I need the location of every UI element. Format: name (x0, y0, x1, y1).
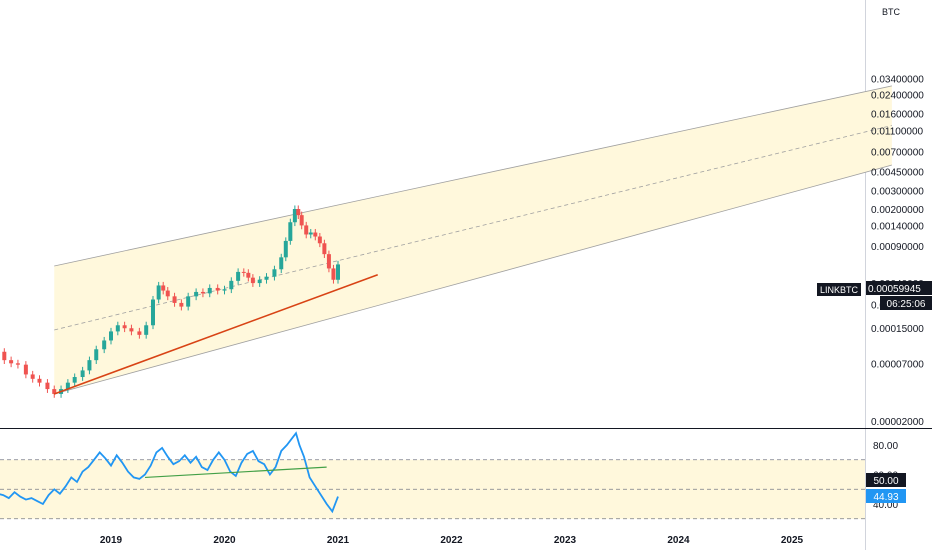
candle-body (161, 285, 166, 291)
time-tick-label: 2022 (440, 535, 463, 546)
rsi-value-label: 44.93 (866, 489, 906, 503)
price-tick-label: 0.03400000 (871, 75, 924, 86)
price-tick-label: 0.00015000 (871, 324, 924, 335)
candle-body (299, 215, 304, 226)
candle-body (115, 325, 120, 332)
candle-body (279, 257, 284, 270)
candle-body (215, 287, 220, 291)
candle-body (200, 291, 205, 294)
last-price-label: 0.00059945 (866, 281, 932, 295)
candle-body (109, 331, 113, 341)
rsi-band-fill (0, 459, 865, 519)
candle-body (94, 349, 99, 361)
time-tick-label: 2024 (667, 535, 690, 546)
candle-body (15, 363, 20, 365)
candle-body (30, 374, 35, 379)
time-tick-label: 2020 (213, 535, 236, 546)
candle-body (272, 269, 277, 277)
candle-body (102, 340, 107, 350)
candle-body (2, 351, 7, 361)
price-pane (2, 85, 892, 398)
svg-text:06:25:06: 06:25:06 (887, 299, 926, 310)
candle-body (194, 291, 199, 297)
candle-body (246, 272, 251, 278)
candle-body (144, 325, 149, 335)
price-tick-label: 0.00450000 (871, 168, 924, 179)
candle-body (37, 378, 42, 383)
candle-body (72, 377, 77, 383)
rsi-pane (0, 431, 865, 520)
svg-text:LINKBTC: LINKBTC (820, 285, 859, 295)
candle-body (222, 289, 227, 291)
price-axis[interactable]: 0.03400000 0.02400000 0.01600000 0.01100000… (871, 75, 924, 428)
svg-text:0.00059945: 0.00059945 (868, 284, 921, 295)
rsi-level-label: 50.00 (866, 473, 906, 487)
time-axis[interactable]: 2019 2020 2021 2022 2023 2024 2025 (100, 535, 804, 546)
candle-body (23, 364, 28, 375)
candle-body (308, 232, 313, 235)
price-tick-label: 0.00007000 (871, 359, 924, 370)
candle-body (172, 296, 177, 303)
candle-body (241, 271, 246, 273)
candle-body (283, 240, 288, 258)
candle-body (288, 222, 293, 241)
candle-body (9, 360, 14, 364)
candle-body (150, 299, 155, 326)
candle-body (229, 280, 234, 290)
candle-body (292, 209, 297, 223)
candle-body (207, 287, 212, 294)
candle-body (129, 328, 134, 332)
candle-body (257, 279, 262, 284)
candle-body (326, 254, 331, 269)
channel-lower-line[interactable] (54, 164, 892, 395)
candle-body (331, 268, 336, 280)
price-tick-label: 0.00300000 (871, 186, 924, 197)
price-tick-label: 0.00140000 (871, 221, 924, 232)
countdown-label: 06:25:06 (880, 296, 932, 310)
candle-body (313, 232, 318, 237)
candle-body (156, 285, 161, 300)
candle-body (45, 382, 50, 390)
time-tick-label: 2025 (781, 535, 804, 546)
time-tick-label: 2021 (327, 535, 350, 546)
channel-upper-line[interactable] (54, 85, 892, 267)
time-tick-label: 2023 (554, 535, 577, 546)
candle-body (304, 225, 309, 235)
rsi-line[interactable] (0, 431, 339, 514)
support-trendline[interactable] (53, 273, 379, 395)
price-tick-label: 0.02400000 (871, 91, 924, 102)
currency-label: BTC (882, 7, 901, 17)
price-tick-label: 0.00200000 (871, 205, 924, 216)
rsi-tick-label: 40.00 (873, 500, 898, 511)
candle-body (186, 296, 191, 307)
svg-text:44.93: 44.93 (873, 492, 898, 503)
svg-text:50.00: 50.00 (873, 476, 898, 487)
price-tick-label: 0.00700000 (871, 147, 924, 158)
channel-mid-line[interactable] (54, 125, 892, 331)
price-tick-label: 0.01100000 (871, 127, 924, 138)
candle-body (296, 209, 301, 216)
rsi-trendline[interactable] (145, 466, 327, 479)
candle-body (264, 276, 269, 280)
candle-body (322, 243, 327, 255)
rsi-tick-label: 80.00 (873, 441, 898, 452)
candle-body (250, 277, 255, 284)
price-tick-label: 0.01600000 (871, 109, 924, 120)
candle-body (52, 389, 57, 394)
time-tick-label: 2019 (100, 535, 123, 546)
candle-body (87, 360, 92, 371)
candle-body (65, 382, 70, 390)
candle-body (122, 325, 127, 329)
candle-body (137, 331, 142, 335)
candle-body (179, 302, 184, 307)
candle-body (336, 264, 340, 280)
symbol-label: LINKBTC (817, 283, 861, 296)
price-tick-label: 0.00002000 (871, 417, 924, 428)
candle-body (165, 290, 170, 297)
candle-body (80, 370, 85, 378)
candle-body (236, 271, 241, 281)
candle-body (317, 236, 322, 244)
price-tick-label: 0.00090000 (871, 242, 924, 253)
